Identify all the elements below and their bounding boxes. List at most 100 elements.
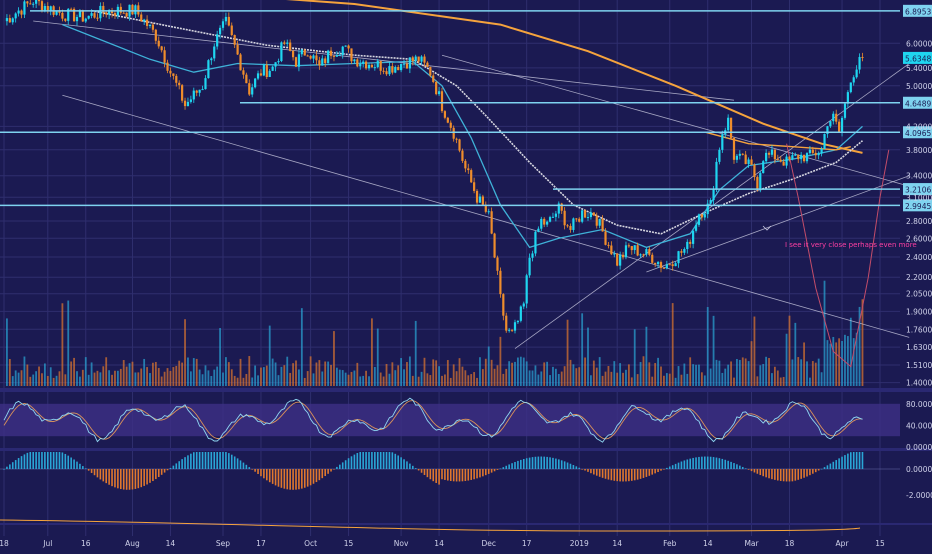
macd-bar-34 [102,469,105,482]
candle-body-41 [122,12,125,14]
macd-bar-118 [347,458,350,469]
bottom-indicator-line [0,519,861,532]
level-badge-text-0: 6.8953 [905,7,931,16]
macd-bar-98 [289,469,291,490]
candle-body-18 [55,10,58,15]
stochastic-tick-1: 40.0000 [906,421,932,430]
candle-body-102 [300,49,303,55]
candle-body-116 [341,46,344,55]
volume-bar-140 [411,375,414,386]
pane-separator-1 [0,448,932,451]
volume-bar-129 [379,372,382,386]
volume-bar-161 [473,372,476,386]
candle-body-49 [145,19,149,26]
candle-body-227 [665,264,668,269]
volume-bar-64 [189,371,192,386]
volume-bar-171 [502,373,505,386]
candle-body-240 [703,214,706,218]
candle-body-223 [654,262,657,265]
macd-bar-114 [336,466,338,469]
macd-bar-170 [499,468,502,470]
volume-bar-184 [540,371,543,386]
volume-bar-230 [674,377,677,386]
macd-bar-230 [674,463,677,469]
candle-body-11 [35,0,38,4]
candle-body-233 [683,249,686,253]
candle-body-289 [846,92,849,104]
candle-body-115 [338,54,341,56]
volume-bar-44 [131,361,134,386]
volume-bar-252 [738,359,741,386]
volume-bar-49 [146,367,148,386]
volume-bar-153 [449,377,452,386]
macd-bar-37 [111,469,113,487]
stochastic-band [0,403,900,437]
candle-body-66 [195,90,198,93]
macd-bar-245 [718,458,721,469]
volume-bar-283 [829,343,832,386]
volume-bar-43 [128,363,131,386]
volume-bar-160 [470,374,473,386]
volume-bar-282 [826,340,829,386]
time-tick-5: Sep [216,539,230,548]
candle-body-12 [37,0,41,2]
volume-bar-59 [175,365,178,386]
volume-bar-91 [268,325,271,386]
candle-body-217 [636,245,639,256]
volume-bar-201 [590,375,592,386]
candle-body-38 [113,13,117,16]
volume-bar-96 [283,365,286,386]
volume-bar-110 [324,361,327,386]
volume-bar-38 [114,370,116,386]
candle-body-98 [289,42,292,51]
time-tick-9: Nov [394,539,409,548]
candle-body-42 [125,12,128,17]
volume-bar-108 [318,360,321,386]
candle-body-150 [440,91,444,112]
candle-body-25 [75,17,79,22]
volume-bar-101 [298,369,300,386]
volume-bar-5 [17,372,20,386]
macd-bar-103 [303,469,306,488]
macd-bar-186 [546,456,548,469]
volume-bar-109 [321,371,324,386]
candle-body-144 [423,56,426,63]
volume-bar-291 [852,338,855,386]
macd-bar-282 [826,465,829,469]
macd-bar-184 [540,456,543,469]
candle-body-189 [554,213,557,217]
volume-bar-260 [762,364,765,386]
macd-bar-208 [610,469,613,481]
level-badge-4 [903,199,932,212]
candle-body-175 [513,322,517,331]
volume-bar-114 [335,367,338,386]
volume-bar-97 [286,356,289,386]
candle-body-205 [601,218,604,232]
volume-bar-186 [546,361,549,386]
pane-separator-0 [0,388,932,392]
macd-bar-71 [210,452,213,469]
macd-bar-68 [201,452,204,469]
candle-body-273 [800,154,803,160]
volume-bar-22 [67,300,70,386]
volume-bar-13 [41,373,43,386]
macd-bar-168 [493,469,496,472]
macd-bar-275 [806,469,808,477]
macd-bar-122 [359,452,362,469]
candle-body-161 [473,182,476,191]
volume-bar-86 [254,365,257,386]
candle-body-252 [738,153,741,156]
macd-bar-195 [572,465,575,469]
volume-bar-190 [557,373,560,386]
candle-body-228 [668,264,671,266]
macd-bar-138 [406,461,408,469]
candle-body-186 [546,221,549,225]
macd-bar-123 [362,452,364,469]
price-tick-13: 1.7600 [906,325,932,334]
volume-bar-89 [262,367,265,386]
candle-body-129 [379,60,382,71]
candle-body-68 [201,89,204,91]
candle-body-178 [522,303,525,307]
macd-bar-20 [61,452,64,469]
